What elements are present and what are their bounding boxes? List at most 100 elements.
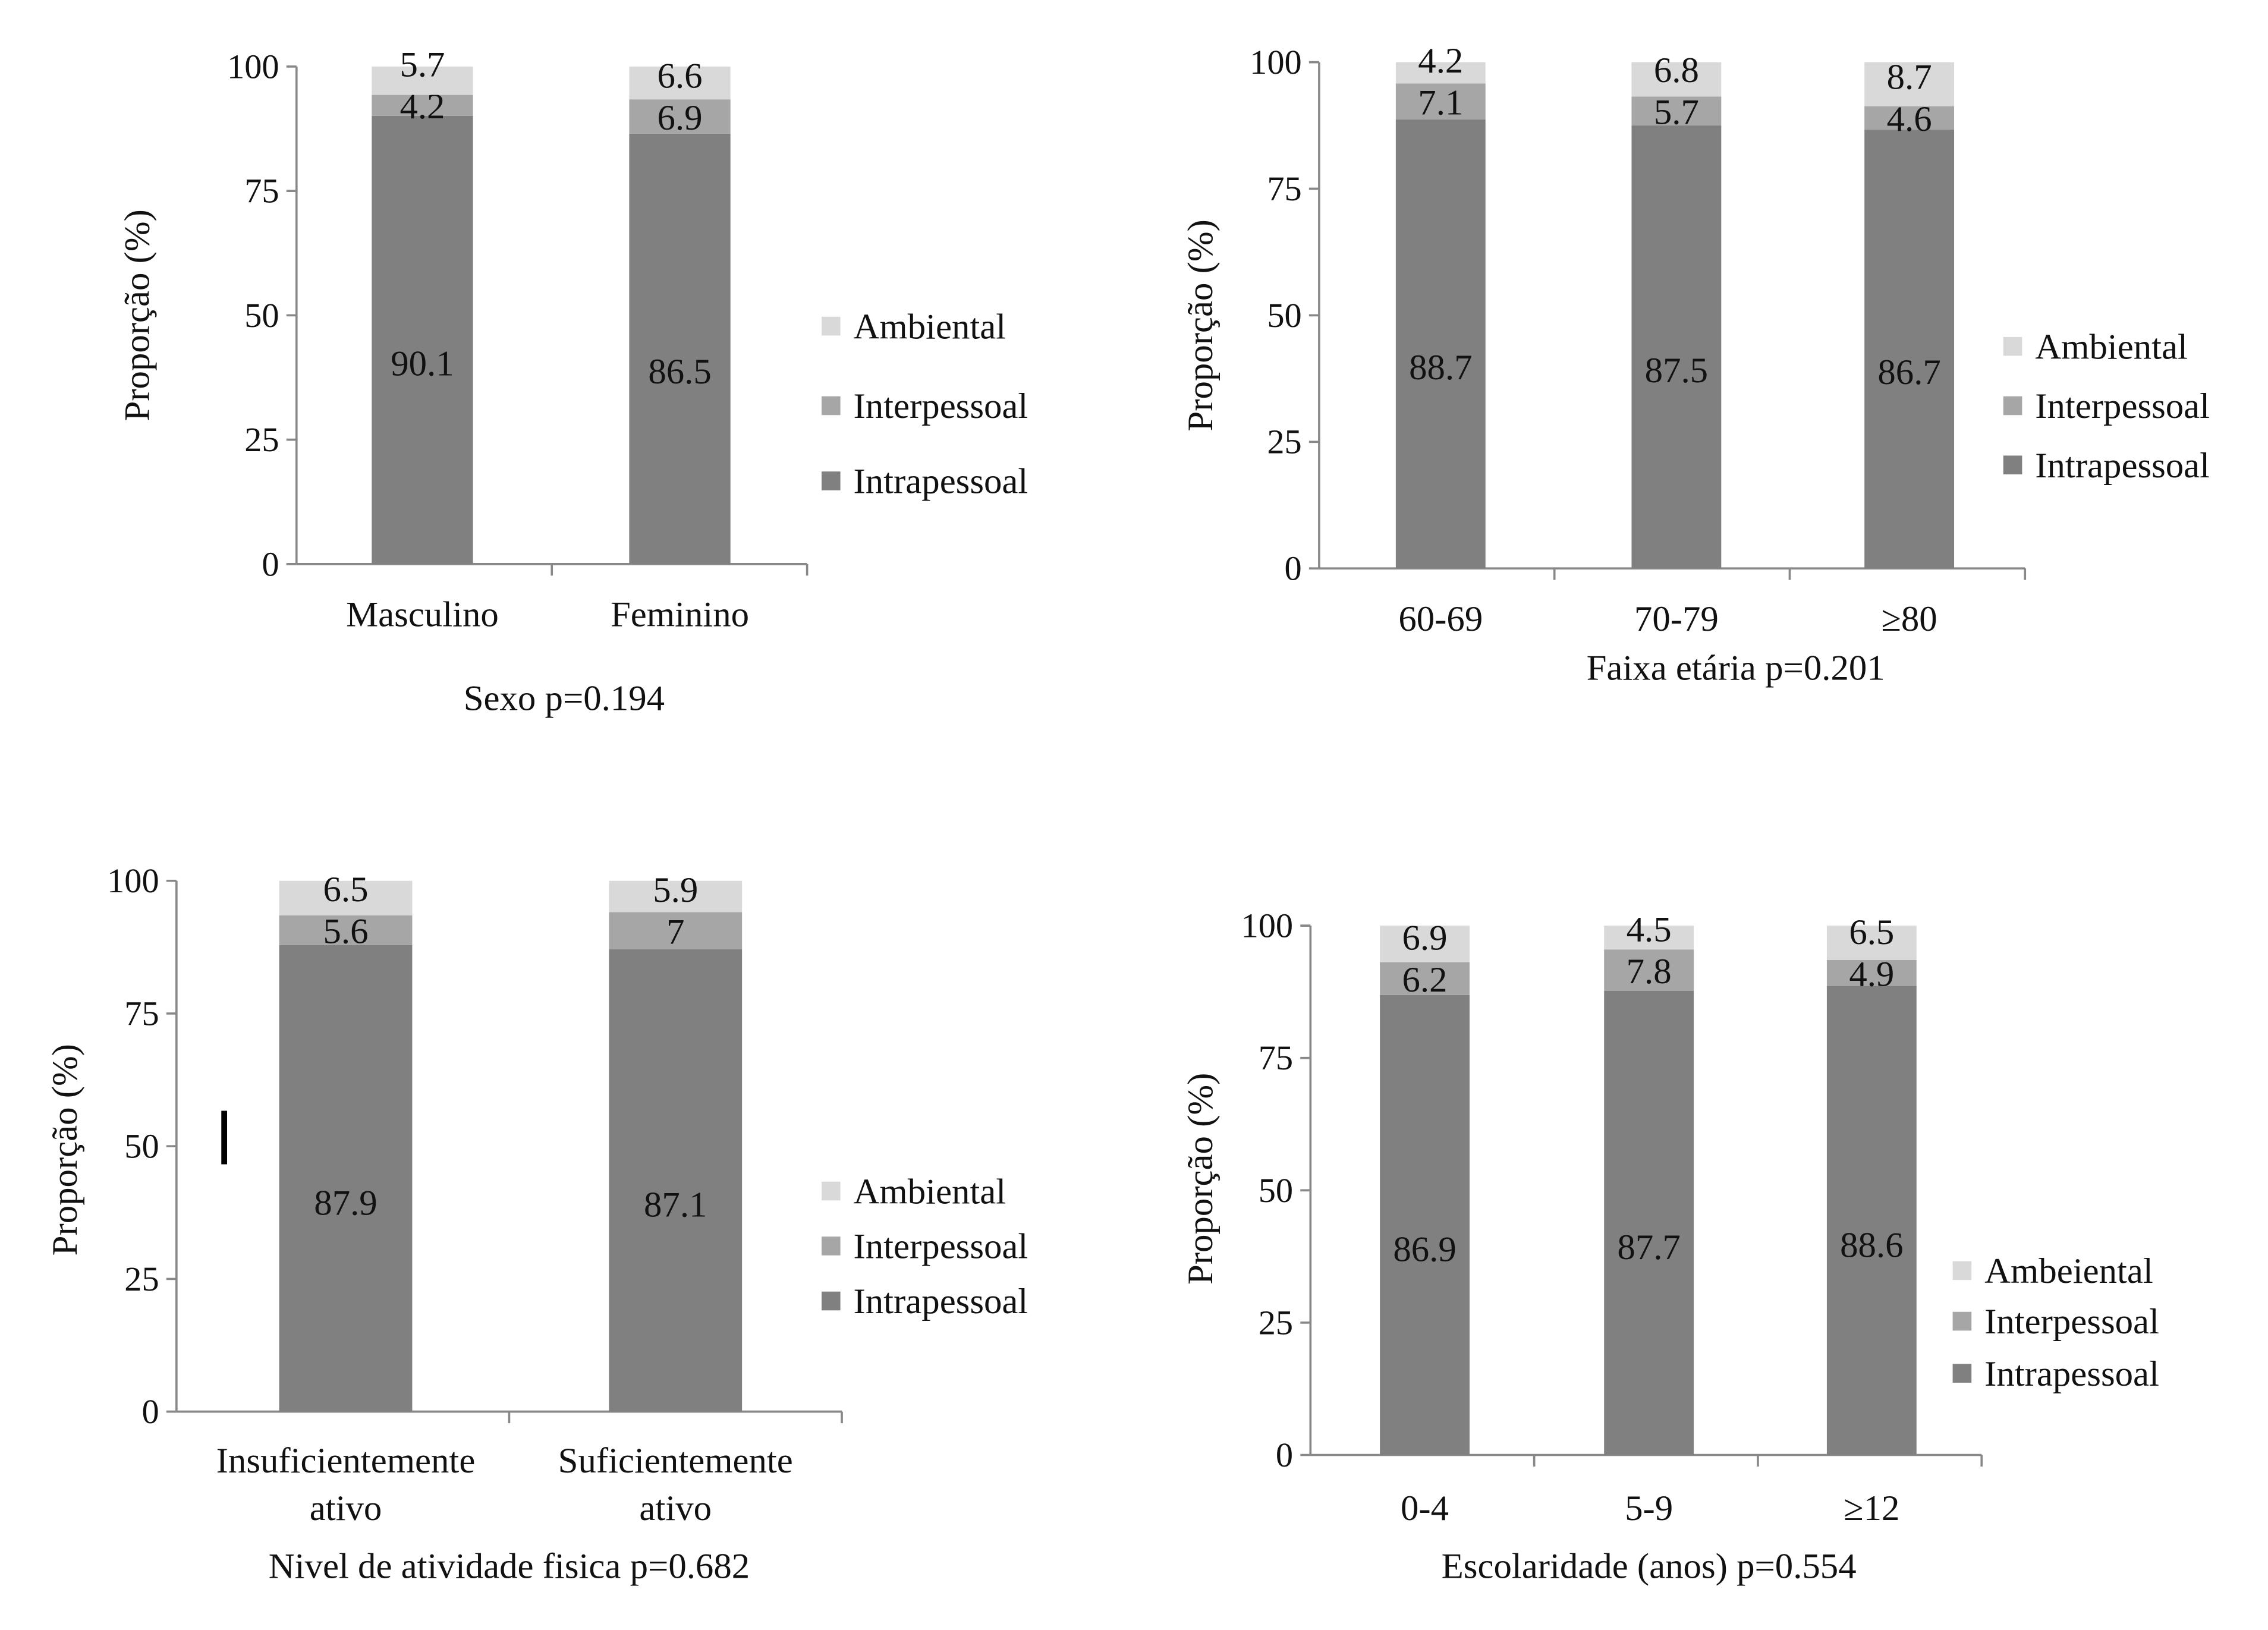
chart-3: 0 25 50 75 100 Insuficientemente ativo 87.9 5.66… [45,861,1028,1586]
bar-segment-ambiental [279,880,413,915]
legend-swatch [1952,1261,1972,1280]
data-label: 6.5 [323,870,369,910]
legend-swatch [821,471,841,490]
bar-segment-intrapessoal [629,133,731,564]
y-tick-label: 25 [1267,423,1301,461]
x-axis-title: Nivel de atividade fisica p=0.682 [269,1546,750,1586]
bar-segment-ambiental [372,66,473,95]
data-label: 4.9 [1849,955,1894,995]
y-tick-label: 100 [1241,907,1294,945]
x-tick-label: 0-4 [1401,1489,1449,1528]
legend-swatch [821,1181,841,1201]
data-label: 7.8 [1627,952,1672,992]
x-tick-label: Suficientemente [558,1441,793,1481]
x-tick-label: Feminino [611,594,749,634]
bar-segment-ambiental [1631,62,1722,97]
bar-segment-intrapessoal [279,945,413,1412]
legend-swatch [821,316,841,336]
y-tick-label: 25 [244,420,279,459]
data-label: 87.9 [314,1183,377,1223]
y-tick-label: 75 [244,172,279,210]
y-tick-label: 75 [1267,169,1301,208]
bar-segment-ambiental [629,66,731,100]
legend-label: Interpessoal [1984,1302,2159,1342]
data-label: 4.2 [1418,41,1463,81]
bar-segment-intrapessoal [1380,995,1470,1455]
legend-swatch [821,1236,841,1255]
bar-segment-interpessoal [1864,106,1955,130]
legend-label: Intrapessoal [853,462,1028,502]
x-tick-label: 60-69 [1398,599,1483,639]
data-label: 6.9 [1402,918,1448,958]
y-tick-label: 50 [1267,296,1301,335]
data-label: 87.7 [1617,1228,1680,1267]
data-label: 6.8 [1654,51,1699,90]
chart-4: 0 25 50 75 100 0-4 86.9 6.26.9 5-9 87.7 7.84.5 ≥12 8… [1181,907,2159,1587]
y-tick-label: 25 [1259,1303,1293,1342]
x-tick-label: 5-9 [1625,1489,1673,1528]
legend-label: Intrapessoal [2035,446,2210,486]
data-label: 7 [666,912,684,952]
stray-mark [221,1110,228,1165]
y-axis-title: Proporção (%) [45,1044,85,1255]
data-label: 87.5 [1645,351,1708,391]
legend-swatch [821,1291,841,1311]
bar-segment-intrapessoal [1864,129,1955,569]
bar-segment-interpessoal [1395,83,1486,119]
x-tick-label: 70-79 [1634,599,1719,639]
x-tick-label: ≥12 [1844,1489,1899,1528]
bar-segment-ambiental [1826,926,1917,961]
bar-segment-intrapessoal [1826,986,1917,1455]
data-label: 5.6 [323,912,369,952]
y-tick-label: 0 [1276,1436,1293,1474]
x-axis-title: Sexo p=0.194 [464,679,665,719]
bar-segment-interpessoal [1826,960,1917,986]
bar-segment-interpessoal [1380,962,1470,995]
bar-segment-interpessoal [279,915,413,945]
legend-label: Ambeiental [1984,1251,2153,1291]
legend-label: Interpessoal [2035,386,2210,426]
x-tick-label: Insuficientemente [216,1441,476,1481]
x-tick-label: ativo [639,1489,712,1528]
y-tick-label: 100 [1250,43,1302,81]
legend-label: Interpessoal [853,1227,1028,1267]
y-tick-label: 25 [124,1260,159,1298]
legend-swatch [2003,455,2022,475]
bar-segment-ambiental [1395,62,1486,84]
x-tick-label: ativo [310,1489,382,1528]
y-tick-label: 50 [124,1127,159,1166]
chart-1: 0255075100Masculino90.14.25.7Feminino86.… [118,45,1028,719]
y-tick-label: 0 [1285,549,1302,588]
legend-swatch [821,396,841,416]
bar-segment-intrapessoal [1631,125,1722,569]
data-label: 7.1 [1418,83,1463,123]
x-tick-label: Masculino [346,594,499,634]
y-axis-title: Proporção (%) [1181,219,1220,431]
bar-segment-ambiental [609,880,743,912]
bar-segment-ambiental [1380,926,1470,962]
data-label: 8.7 [1887,58,1932,97]
y-tick-label: 0 [141,1392,159,1431]
data-label: 6.9 [658,98,703,138]
data-label: 6.2 [1402,960,1448,1000]
y-tick-label: 100 [227,47,279,86]
bar-segment-intrapessoal [609,949,743,1412]
data-label: 88.6 [1840,1225,1903,1265]
data-label: 86.9 [1393,1229,1456,1269]
data-label: 87.1 [644,1185,707,1225]
y-tick-label: 75 [124,994,159,1033]
legend-label: Intrapessoal [853,1282,1028,1321]
data-label: 5.7 [1654,93,1699,133]
data-label: 90.1 [391,344,454,383]
x-axis-title: Faixa etária p=0.201 [1587,649,1885,688]
legend-label: Ambiental [853,307,1006,347]
bar-segment-intrapessoal [1604,990,1694,1455]
x-tick-label: ≥80 [1881,599,1937,639]
y-tick-label: 50 [244,296,279,335]
data-label: 5.9 [653,870,698,910]
data-label: 5.7 [400,45,445,85]
data-label: 86.5 [648,352,711,392]
bar-segment-ambiental [1604,926,1694,950]
